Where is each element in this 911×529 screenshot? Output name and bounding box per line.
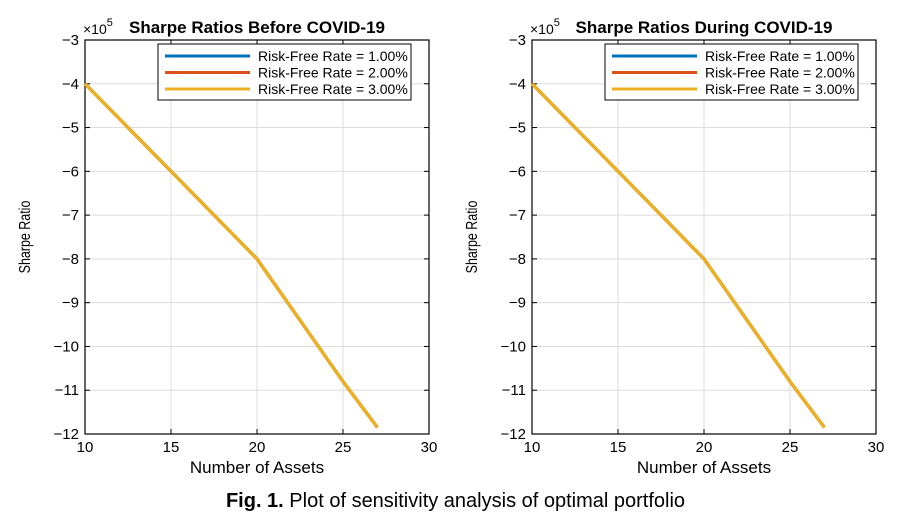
x-tick-label: 30 bbox=[868, 439, 885, 456]
y-tick-label: −8 bbox=[509, 251, 526, 268]
y-tick-label: −10 bbox=[501, 338, 526, 355]
x-tick-label: 15 bbox=[163, 439, 180, 456]
y-tick-label: −11 bbox=[502, 382, 526, 399]
legend-label-2: Risk-Free Rate = 2.00% bbox=[258, 65, 408, 81]
figure-caption: Fig. 1. Plot of sensitivity analysis of … bbox=[0, 490, 911, 513]
figure: 10 15 20 25 30 −3 −4 −5 −6 −7 −8 −9 −10 −11 −12 ×105 Sha… bbox=[17, 17, 885, 478]
chart-title: Sharpe Ratios During COVID-19 bbox=[576, 18, 833, 37]
chart-panel-2: 10 15 20 25 30 −3 −4 −5 −6 −7 −8 −9 −10 −11 −12 ×105 Sha… bbox=[464, 17, 885, 478]
x-tick-label: 20 bbox=[249, 439, 266, 456]
legend-label-3: Risk-Free Rate = 3.00% bbox=[258, 81, 408, 97]
y-tick-label: −9 bbox=[509, 295, 526, 312]
chart-title: Sharpe Ratios Before COVID-19 bbox=[129, 18, 385, 37]
x-tick-label: 15 bbox=[610, 439, 627, 456]
y-exponent-label: ×105 bbox=[83, 17, 113, 37]
caption-label: Fig. 1. bbox=[225, 490, 284, 512]
y-tick-label: −12 bbox=[501, 426, 526, 443]
x-tick-label: 25 bbox=[335, 439, 352, 456]
y-exponent: 5 bbox=[107, 17, 113, 29]
y-axis-label: Sharpe Ratio bbox=[17, 201, 35, 274]
y-tick-label: −6 bbox=[62, 163, 79, 180]
y-exponent: 5 bbox=[554, 17, 560, 29]
y-tick-label: −7 bbox=[509, 207, 526, 224]
series-line-3 bbox=[530, 82, 826, 429]
y-tick-label: −6 bbox=[509, 163, 526, 180]
y-tick-label: −11 bbox=[55, 382, 79, 399]
x-axis-label: Number of Assets bbox=[190, 458, 324, 477]
x-tick-label: 25 bbox=[782, 439, 799, 456]
x-tick-label: 10 bbox=[77, 439, 94, 456]
x-tick-label: 30 bbox=[421, 439, 438, 456]
legend-label-3: Risk-Free Rate = 3.00% bbox=[705, 81, 855, 97]
y-tick-label: −5 bbox=[509, 120, 526, 137]
caption-text: Plot of sensitivity analysis of optimal … bbox=[283, 490, 686, 512]
y-tick-label: −3 bbox=[62, 32, 79, 49]
x-axis-label: Number of Assets bbox=[637, 458, 771, 477]
y-tick-label: −5 bbox=[62, 120, 79, 137]
y-exponent-label: ×105 bbox=[530, 17, 560, 37]
chart-panel-1: 10 15 20 25 30 −3 −4 −5 −6 −7 −8 −9 −10 −11 −12 ×105 Sha… bbox=[17, 17, 438, 478]
y-tick-label: −4 bbox=[62, 76, 79, 93]
series-line-3 bbox=[83, 82, 379, 429]
y-tick-label: −8 bbox=[62, 251, 79, 268]
y-tick-label: −9 bbox=[62, 295, 79, 312]
x-tick-label: 10 bbox=[524, 439, 541, 456]
legend-label-1: Risk-Free Rate = 1.00% bbox=[705, 48, 855, 64]
y-tick-label: −4 bbox=[509, 76, 526, 93]
x-tick-label: 20 bbox=[696, 439, 713, 456]
legend-label-1: Risk-Free Rate = 1.00% bbox=[258, 48, 408, 64]
y-tick-label: −10 bbox=[54, 338, 79, 355]
y-axis-label: Sharpe Ratio bbox=[464, 201, 482, 274]
y-tick-label: −7 bbox=[62, 207, 79, 224]
y-tick-label: −12 bbox=[54, 426, 79, 443]
legend-label-2: Risk-Free Rate = 2.00% bbox=[705, 65, 855, 81]
y-tick-label: −3 bbox=[509, 32, 526, 49]
